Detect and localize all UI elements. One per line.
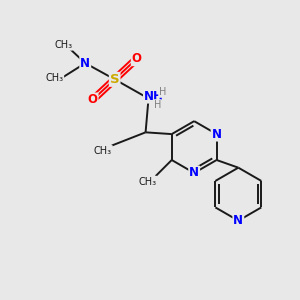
Text: CH₃: CH₃ xyxy=(138,176,156,187)
Text: H: H xyxy=(159,87,166,97)
Text: N: N xyxy=(80,57,90,70)
Text: CH₃: CH₃ xyxy=(54,40,72,50)
Text: O: O xyxy=(132,52,142,65)
Text: CH₃: CH₃ xyxy=(45,74,63,83)
Text: N: N xyxy=(212,128,222,141)
Text: N: N xyxy=(189,167,199,179)
Text: O: O xyxy=(88,93,98,106)
Text: CH₃: CH₃ xyxy=(94,146,112,156)
Text: NH: NH xyxy=(144,90,164,103)
Text: N: N xyxy=(233,214,243,227)
Text: H: H xyxy=(154,100,161,110)
Text: S: S xyxy=(110,73,119,86)
